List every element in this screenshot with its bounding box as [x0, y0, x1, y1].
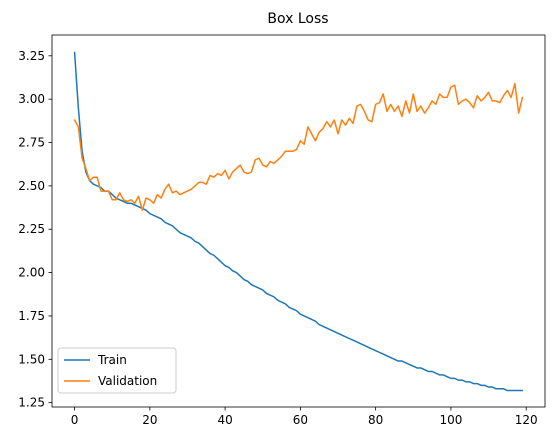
y-tick-label: 1.75 [18, 309, 45, 323]
x-tick-label: 100 [439, 413, 462, 427]
x-tick-label: 40 [217, 413, 232, 427]
legend: Train Validation [57, 347, 177, 394]
legend-label-validation: Validation [98, 374, 157, 388]
y-tick-label: 3.25 [18, 49, 45, 63]
x-axis: 0 20 40 60 80 100 120 [71, 407, 538, 427]
y-tick-label: 1.25 [18, 396, 45, 410]
series-line-train [73, 51, 524, 392]
chart-title: Box Loss [267, 11, 328, 27]
y-tick-label: 2.25 [18, 222, 45, 236]
axes-frame [51, 34, 546, 408]
x-tick-label: 0 [71, 413, 79, 427]
plot-area [73, 51, 524, 392]
y-tick-label: 2.50 [18, 179, 45, 193]
y-tick-label: 2.00 [18, 266, 45, 280]
series-line-validation [73, 82, 524, 211]
x-tick-label: 120 [515, 413, 538, 427]
y-tick-label: 2.75 [18, 136, 45, 150]
y-tick-label: 1.50 [18, 352, 45, 366]
y-tick-label: 3.00 [18, 92, 45, 106]
y-axis: 1.25 1.50 1.75 2.00 2.25 2.50 2.75 3.00 3.25 [18, 49, 52, 410]
x-tick-label: 80 [368, 413, 383, 427]
x-tick-label: 20 [142, 413, 157, 427]
x-tick-label: 60 [293, 413, 308, 427]
legend-label-train: Train [97, 353, 127, 367]
